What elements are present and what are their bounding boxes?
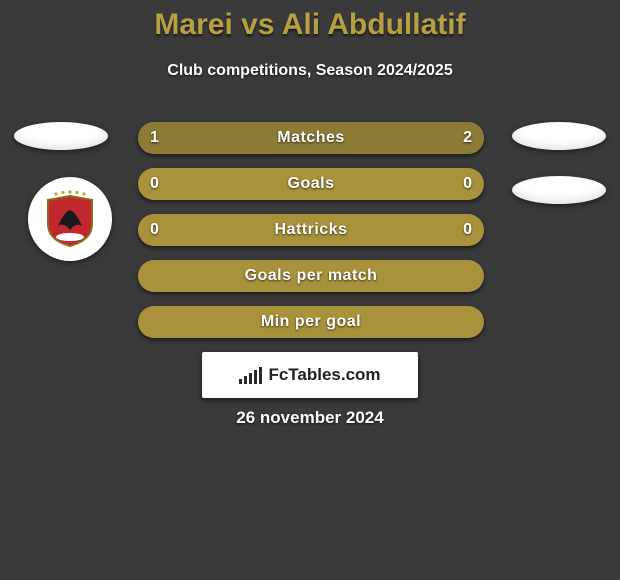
stat-bar-left-value: 1 xyxy=(138,122,171,154)
subtitle: Club competitions, Season 2024/2025 xyxy=(0,62,620,80)
stat-bar-row: Goals0 0 xyxy=(138,168,484,200)
stat-bar-right-value: 0 xyxy=(451,168,484,200)
badge-stars xyxy=(54,190,85,195)
stat-bar-row: Min per goal xyxy=(138,306,484,338)
stat-bar-right-value: 0 xyxy=(451,214,484,246)
bars-icon xyxy=(239,366,262,384)
stat-bar-row: Goals per match xyxy=(138,260,484,292)
comparison-infographic: Marei vs Ali Abdullatif Club competition… xyxy=(0,0,620,580)
page-title: Marei vs Ali Abdullatif xyxy=(0,8,620,42)
stat-bar-label: Goals per match xyxy=(138,260,484,292)
branding-text: FcTables.com xyxy=(268,365,380,385)
club-left-badge xyxy=(28,177,112,261)
stat-bar-label: Hattricks xyxy=(138,214,484,246)
shield-icon xyxy=(44,190,96,248)
stat-bar-label: Matches xyxy=(138,122,484,154)
stat-bar-row: Hattricks0 0 xyxy=(138,214,484,246)
stat-bar-left-value: 0 xyxy=(138,168,171,200)
stat-bar-label: Goals xyxy=(138,168,484,200)
stat-bar-right-value: 2 xyxy=(451,122,484,154)
badge-banner xyxy=(56,233,84,241)
date-text: 26 november 2024 xyxy=(0,408,620,428)
player-left-placeholder xyxy=(14,122,108,150)
branding-box: FcTables.com xyxy=(202,352,418,398)
club-right-placeholder xyxy=(512,176,606,204)
stat-bar-left-value: 0 xyxy=(138,214,171,246)
stat-bar-row: Matches1 2 xyxy=(138,122,484,154)
player-right-placeholder xyxy=(512,122,606,150)
stat-bar-label: Min per goal xyxy=(138,306,484,338)
